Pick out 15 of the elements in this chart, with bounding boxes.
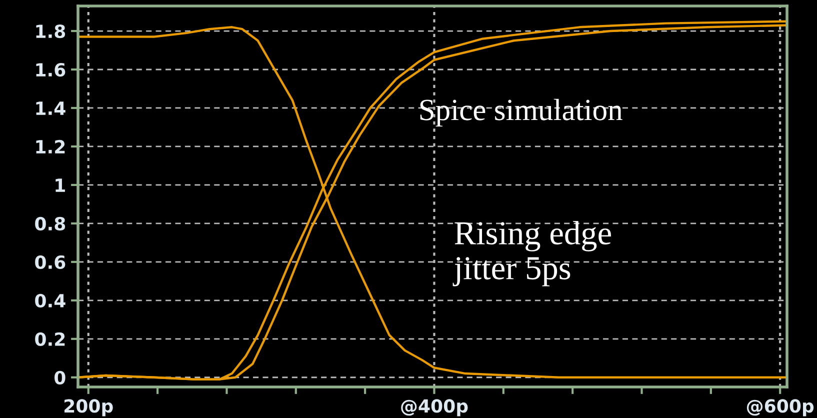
annotation: Spice simulation — [420, 98, 622, 127]
y-tick-label: 1.6 — [36, 62, 66, 77]
y-tick-label: 0.4 — [35, 294, 66, 308]
y-tick-label: 1.2 — [36, 140, 65, 154]
y-tick-label: 0.8 — [35, 216, 66, 231]
x-tick-label: @600p — [746, 399, 814, 416]
y-tick-label: 1.4 — [36, 102, 66, 115]
y-tick-label: 1 — [56, 178, 65, 192]
y-tick-label: 0 — [54, 370, 66, 384]
x-tick-label: 200p — [64, 399, 113, 416]
x-tick-label: @400p — [401, 399, 468, 416]
y-tick-label: 0.2 — [35, 332, 65, 346]
y-tick-label: 0.6 — [35, 255, 66, 270]
y-tick-label: 1.8 — [36, 24, 66, 38]
annotation: Rising edge jitter 5ps — [452, 221, 611, 286]
